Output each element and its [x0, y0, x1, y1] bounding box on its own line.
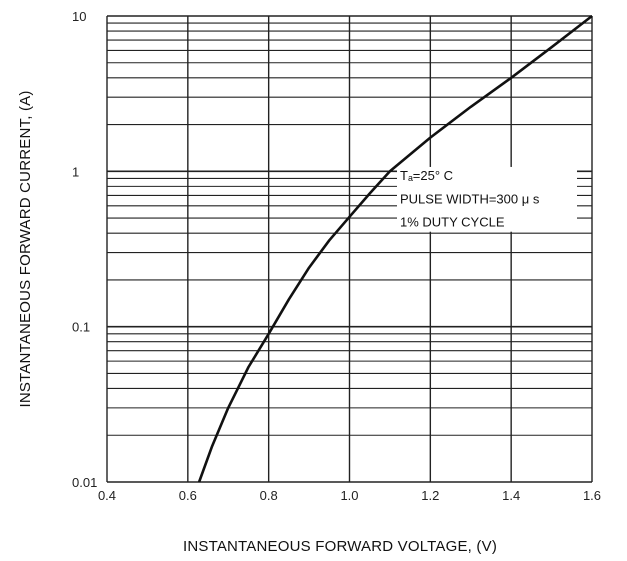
series-layer: [197, 14, 593, 483]
x-tick-label: 1.4: [502, 488, 520, 503]
y-tick-label: 0.01: [72, 475, 97, 490]
y-axis-label: INSTANTANEOUS FORWARD CURRENT, (A): [17, 90, 34, 407]
y-tick-labels: 0.01 0.1 1 10: [72, 9, 97, 490]
annotation-background: [397, 166, 577, 232]
x-tick-label: 1.0: [340, 488, 358, 503]
x-tick-label: 0.6: [179, 488, 197, 503]
y-tick-label: 10: [72, 9, 86, 24]
x-tick-label: 0.8: [260, 488, 278, 503]
series-line: [197, 14, 593, 483]
y-tick-label: 0.1: [72, 320, 90, 335]
x-axis-label: INSTANTANEOUS FORWARD VOLTAGE, (V): [183, 538, 497, 555]
annotation-pulse-width: PULSE WIDTH=300 μ s: [400, 192, 540, 207]
grid: [106, 15, 593, 483]
x-tick-label: 1.6: [583, 488, 601, 503]
x-tick-labels: 0.4 0.6 0.8 1.0 1.2 1.4 1.6: [98, 488, 601, 503]
y-tick-label: 1: [72, 164, 79, 179]
annotation-temperature: Tₐ=25° C: [400, 168, 453, 183]
annotation-block: Tₐ=25° C PULSE WIDTH=300 μ s 1% DUTY CYC…: [400, 168, 540, 230]
x-tick-label: 0.4: [98, 488, 116, 503]
x-tick-label: 1.2: [421, 488, 439, 503]
annotation-duty-cycle: 1% DUTY CYCLE: [400, 215, 505, 230]
